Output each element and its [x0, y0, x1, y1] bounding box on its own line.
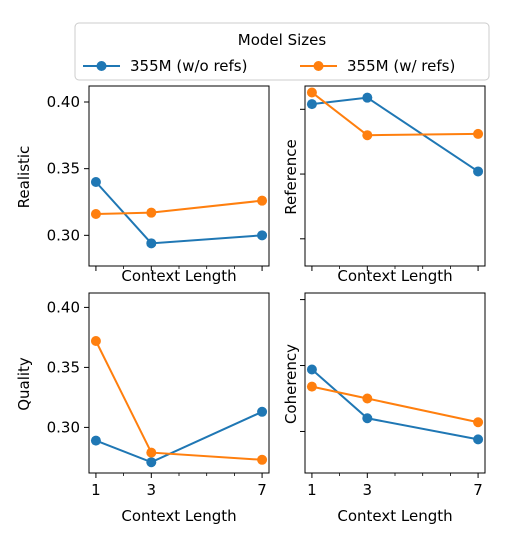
point-coherency-0-1	[362, 413, 373, 424]
point-realistic-1-1	[146, 207, 157, 218]
ylabel-realistic: Realistic	[15, 146, 33, 209]
point-coherency-0-2	[473, 434, 484, 445]
xtick-label-quality-0: 1	[91, 481, 101, 499]
point-quality-1-1	[146, 447, 157, 458]
point-reference-1-0	[306, 87, 317, 98]
legend: Model Sizes 355M (w/o refs) 355M (w/ ref…	[74, 22, 490, 81]
legend-marker-1	[313, 61, 324, 71]
axes-frame-coherency	[304, 292, 486, 474]
xtick-label-quality-2: 7	[257, 481, 267, 499]
panel-coherency: Coherency Context Length 1 3 7	[282, 292, 486, 525]
point-quality-1-2	[257, 454, 268, 465]
ytick-label-realistic-2: 0.40	[47, 93, 80, 111]
series-line-coherency-1	[311, 385, 479, 424]
axes-frame-realistic	[88, 85, 270, 267]
legend-entry-0: 355M (w/o refs)	[130, 57, 247, 75]
point-quality-0-1	[146, 457, 157, 468]
panel-quality: Quality Context Length 0.30 0.35 0.40 1 3 7	[15, 292, 270, 525]
point-reference-0-1	[362, 92, 373, 103]
point-coherency-1-0	[306, 381, 317, 392]
point-reference-0-0	[306, 99, 317, 110]
axes-frame-reference	[304, 85, 486, 267]
series-line-realistic-1	[95, 199, 263, 215]
point-realistic-1-2	[257, 195, 268, 206]
point-realistic-0-1	[146, 238, 157, 249]
xtick-label-coherency-2: 7	[473, 481, 483, 499]
ytick-label-realistic-0: 0.30	[47, 226, 80, 244]
xtick-label-quality-1: 3	[147, 481, 157, 499]
point-realistic-0-2	[257, 230, 268, 241]
point-coherency-1-2	[473, 417, 484, 428]
point-coherency-0-0	[306, 364, 317, 375]
point-quality-1-0	[90, 336, 101, 346]
point-realistic-1-0	[90, 209, 101, 219]
legend-box	[74, 22, 490, 81]
ytick-label-realistic-1: 0.35	[47, 160, 80, 178]
point-reference-1-1	[362, 130, 373, 141]
legend-title: Model Sizes	[238, 31, 327, 49]
ylabel-coherency: Coherency	[282, 344, 300, 424]
xlabel-quality: Context Length	[121, 507, 236, 525]
legend-entry-1: 355M (w/ refs)	[347, 57, 455, 75]
ytick-label-quality-1: 0.35	[47, 358, 80, 376]
ytick-label-quality-0: 0.30	[47, 418, 80, 436]
panel-realistic: Realistic Context Length 0.30 0.35 0.40	[15, 85, 270, 285]
xlabel-coherency: Context Length	[337, 507, 452, 525]
point-quality-0-0	[90, 435, 101, 446]
series-line-reference-1	[311, 91, 479, 137]
legend-marker-0	[96, 61, 107, 71]
point-coherency-1-1	[362, 393, 373, 404]
xtick-label-coherency-0: 1	[307, 481, 317, 499]
xlabel-realistic: Context Length	[121, 267, 236, 285]
point-quality-0-2	[257, 406, 268, 417]
ylabel-reference: Reference	[282, 139, 300, 215]
panel-reference: Reference Context Length	[282, 85, 486, 285]
xtick-label-coherency-1: 3	[363, 481, 373, 499]
xlabel-reference: Context Length	[337, 267, 452, 285]
point-reference-0-2	[473, 166, 484, 177]
point-realistic-0-0	[90, 177, 101, 187]
series-line-quality-1	[95, 340, 263, 461]
ylabel-quality: Quality	[15, 357, 33, 411]
ytick-label-quality-2: 0.40	[47, 298, 80, 316]
point-reference-1-2	[473, 128, 484, 139]
